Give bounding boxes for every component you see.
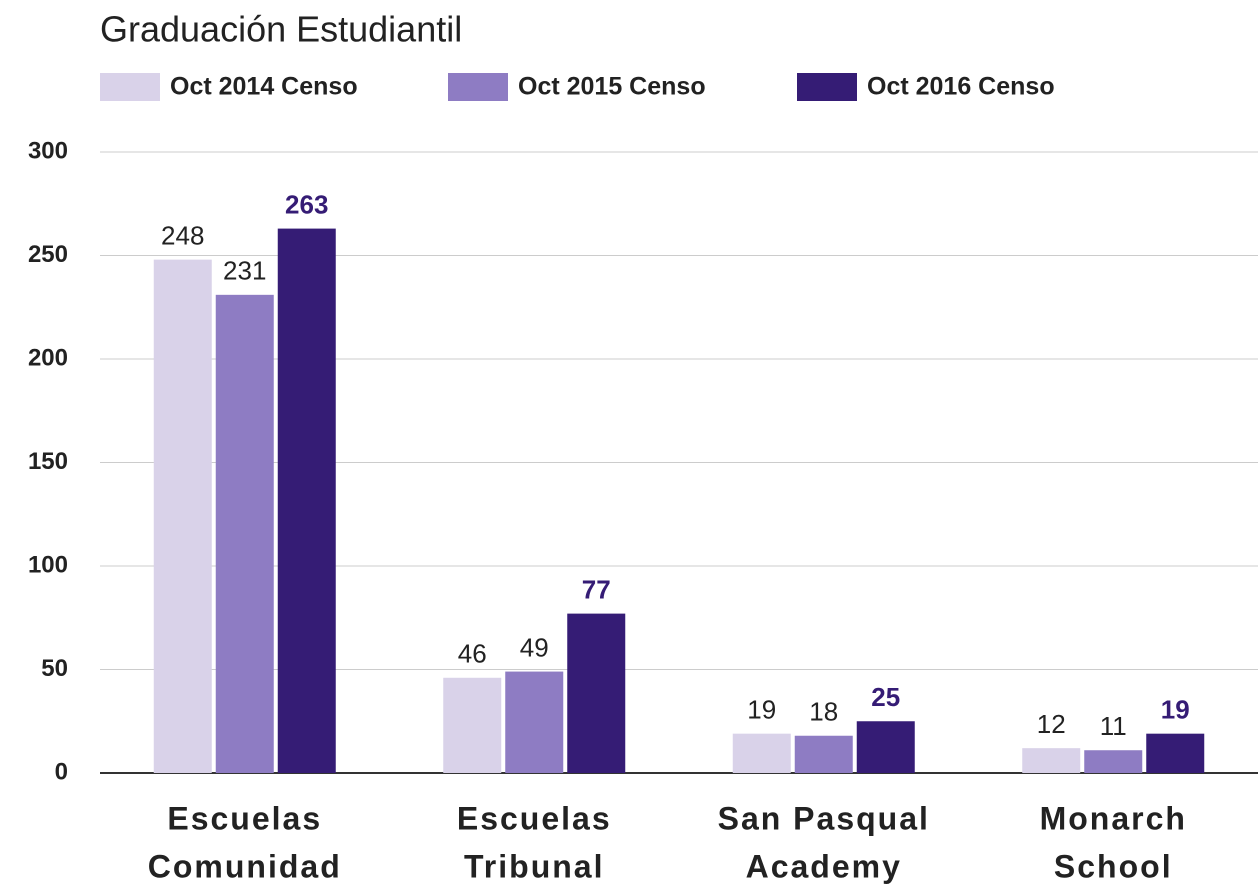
- data-label: 263: [285, 189, 328, 219]
- x-tick-label: Monarch: [1040, 800, 1187, 836]
- legend-swatch: [100, 73, 160, 101]
- data-label: 49: [520, 632, 549, 662]
- data-label: 77: [582, 574, 611, 604]
- x-tick-label: Comunidad: [148, 848, 342, 884]
- bar: [1084, 750, 1143, 773]
- bar: [1146, 733, 1205, 773]
- x-tick-label: San Pasqual: [718, 800, 930, 836]
- y-tick-label: 100: [28, 551, 68, 578]
- bar: [443, 677, 502, 773]
- bar: [567, 613, 626, 773]
- data-label: 11: [1100, 711, 1127, 741]
- legend-label: Oct 2014 Censo: [170, 73, 358, 101]
- data-label: 19: [1161, 695, 1190, 725]
- bar: [856, 721, 915, 773]
- x-tick-label: School: [1054, 848, 1173, 884]
- y-tick-label: 300: [28, 137, 68, 164]
- data-label: 19: [747, 695, 776, 725]
- y-tick-label: 50: [41, 655, 68, 682]
- x-tick-label: Tribunal: [464, 848, 604, 884]
- bar: [732, 733, 791, 773]
- y-tick-label: 250: [28, 241, 68, 268]
- data-label: 46: [458, 639, 487, 669]
- y-tick-label: 150: [28, 448, 68, 475]
- data-label: 231: [223, 256, 266, 286]
- bar: [277, 228, 336, 774]
- data-label: 25: [871, 682, 900, 712]
- x-tick-label: Escuelas: [167, 800, 322, 836]
- chart-title: Graduación Estudiantil: [100, 9, 462, 50]
- y-tick-label: 200: [28, 344, 68, 371]
- data-label: 12: [1037, 709, 1066, 739]
- data-label: 248: [161, 221, 204, 251]
- x-tick-label: Academy: [746, 848, 902, 884]
- bar: [794, 735, 853, 773]
- legend-swatch: [448, 73, 508, 101]
- bar: [1022, 748, 1081, 773]
- x-tick-label: Escuelas: [457, 800, 612, 836]
- bar: [215, 294, 274, 773]
- data-label: 18: [809, 697, 838, 727]
- legend-label: Oct 2015 Censo: [518, 73, 706, 101]
- bar: [505, 671, 564, 773]
- bar: [153, 259, 212, 773]
- y-tick-label: 0: [55, 758, 68, 785]
- legend-label: Oct 2016 Censo: [867, 73, 1055, 101]
- legend-swatch: [797, 73, 857, 101]
